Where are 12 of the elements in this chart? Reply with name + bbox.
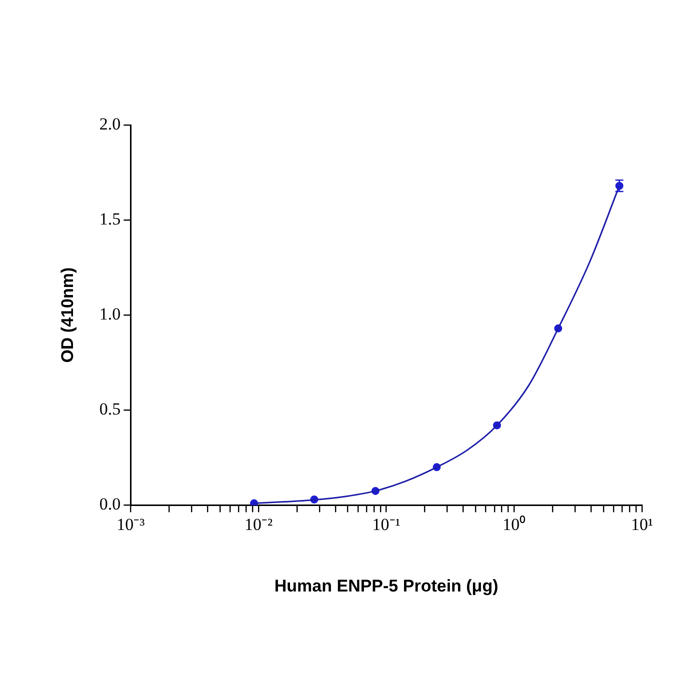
x-tick-label: 10⁻² bbox=[244, 514, 273, 534]
x-axis-title: Human ENPP-5 Protein (μg) bbox=[274, 576, 498, 596]
y-tick-label: 1.0 bbox=[99, 304, 121, 324]
x-tick-label: 10⁻¹ bbox=[372, 514, 400, 534]
x-tick-label: 10⁰ bbox=[502, 514, 526, 534]
y-tick-label: 0.0 bbox=[99, 494, 121, 514]
y-tick-label: 1.5 bbox=[99, 210, 121, 229]
y-tick-label: 0.5 bbox=[99, 400, 121, 419]
y-tick-label: 2.0 bbox=[99, 114, 121, 134]
y-axis-title: OD (410nm) bbox=[58, 267, 77, 363]
x-tick-label: 10⁻³ bbox=[116, 514, 145, 534]
x-tick-label: 10¹ bbox=[630, 514, 654, 534]
